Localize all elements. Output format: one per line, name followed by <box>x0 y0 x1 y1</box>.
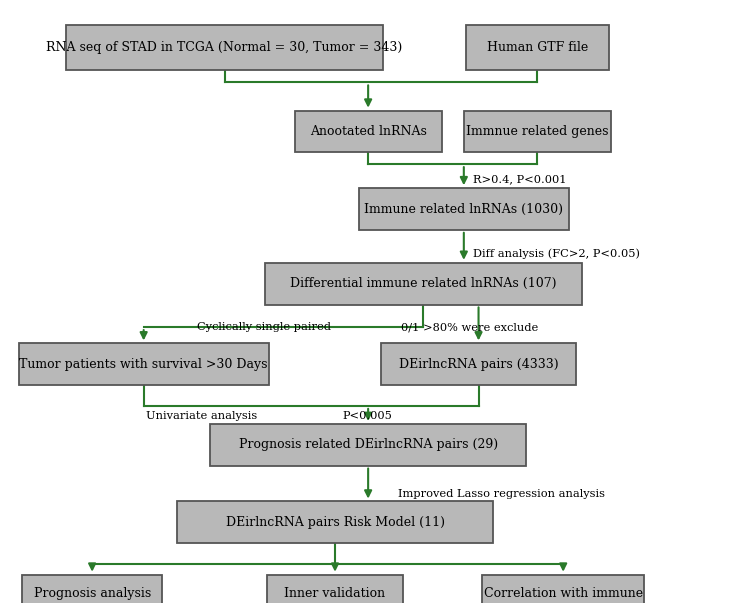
Bar <box>381 343 576 385</box>
Text: DEirlncRNA pairs (4333): DEirlncRNA pairs (4333) <box>399 357 558 371</box>
Bar <box>466 26 609 70</box>
Bar <box>359 188 569 230</box>
Bar <box>267 574 403 609</box>
Text: Prognosis related DEirlncRNA pairs (29): Prognosis related DEirlncRNA pairs (29) <box>239 438 498 451</box>
Text: Tumor patients with survival >30 Days: Tumor patients with survival >30 Days <box>20 357 268 371</box>
Text: Cyclically single paired: Cyclically single paired <box>198 322 331 332</box>
Text: R>0.4, P<0.001: R>0.4, P<0.001 <box>473 174 567 184</box>
Bar <box>176 501 493 543</box>
Text: Immune related lnRNAs (1030): Immune related lnRNAs (1030) <box>364 203 563 216</box>
Text: DEirlncRNA pairs Risk Model (11): DEirlncRNA pairs Risk Model (11) <box>225 516 445 529</box>
Text: Anootated lnRNAs: Anootated lnRNAs <box>309 125 427 138</box>
Text: Inner validation: Inner validation <box>285 588 385 600</box>
Bar <box>19 343 269 385</box>
Text: Diff analysis (FC>2, P<0.05): Diff analysis (FC>2, P<0.05) <box>473 248 641 259</box>
Bar <box>294 111 442 152</box>
Text: Prognosis analysis: Prognosis analysis <box>34 588 151 600</box>
Text: P<0.005: P<0.005 <box>342 411 392 421</box>
Bar <box>210 424 526 466</box>
Bar <box>265 262 581 304</box>
Text: Human GTF file: Human GTF file <box>487 41 588 54</box>
Text: Univariate analysis: Univariate analysis <box>146 411 258 421</box>
Text: Immnue related genes: Immnue related genes <box>466 125 608 138</box>
Text: Improved Lasso regression analysis: Improved Lasso regression analysis <box>397 488 605 499</box>
Bar <box>464 111 611 152</box>
Bar <box>482 574 644 609</box>
Bar <box>23 574 162 609</box>
Text: Correlation with immune: Correlation with immune <box>484 588 643 600</box>
Bar <box>66 26 383 70</box>
Text: RNA seq of STAD in TCGA (Normal = 30, Tumor = 343): RNA seq of STAD in TCGA (Normal = 30, Tu… <box>47 41 403 54</box>
Text: Differential immune related lnRNAs (107): Differential immune related lnRNAs (107) <box>290 277 556 290</box>
Text: 0/1 >80% were exclude: 0/1 >80% were exclude <box>401 322 538 332</box>
